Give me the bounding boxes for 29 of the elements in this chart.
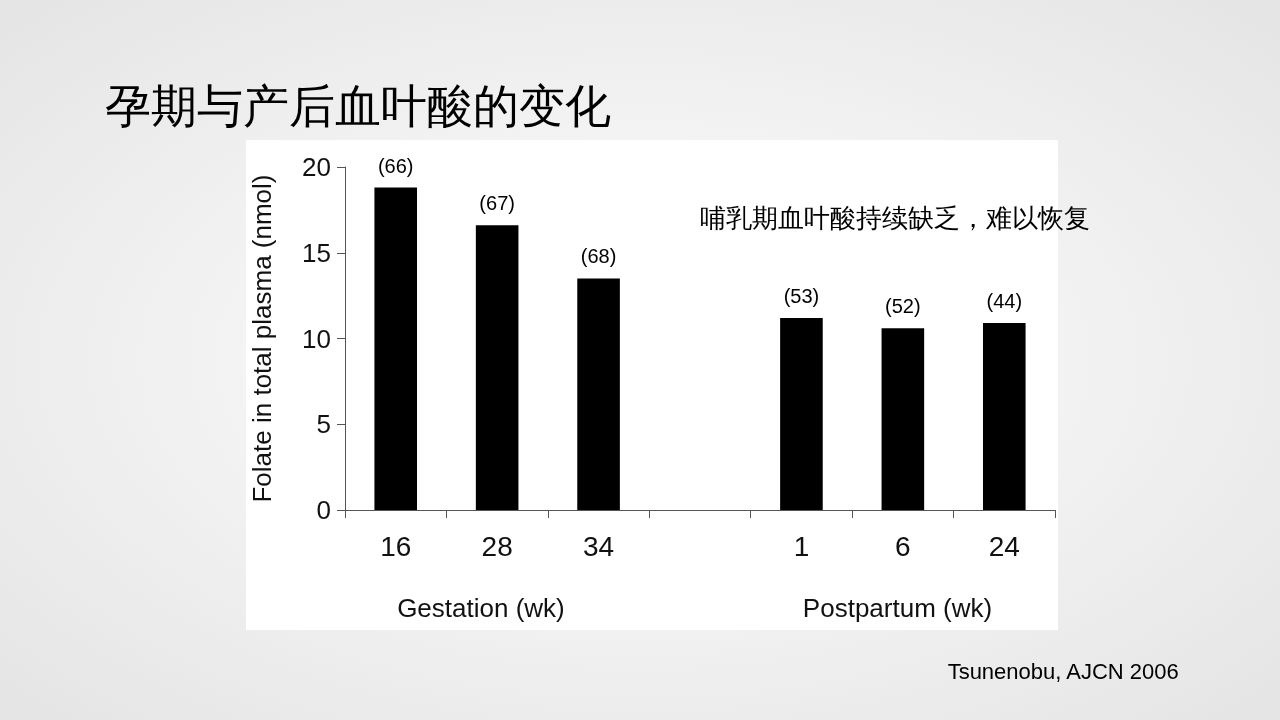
x-tick-label: 34 [582, 530, 615, 562]
chart-title: 孕期与产后血叶酸的变化 [105, 80, 611, 132]
y-axis-title: Folate in total plasma (nmol) [247, 174, 277, 503]
x-tick-label: 16 [380, 530, 412, 562]
bar [475, 225, 519, 510]
bar [982, 323, 1026, 510]
y-tick-label: 0 [316, 495, 331, 525]
annotation: (44) [986, 290, 1023, 313]
y-tick-label: 10 [302, 323, 331, 354]
text: Gestation (wk) [397, 593, 565, 623]
x-tick-label: 24 [988, 530, 1020, 562]
bar [881, 328, 925, 510]
y-tick-label: 5 [316, 409, 331, 440]
bar [374, 187, 418, 510]
x-tick-label: 28 [481, 530, 513, 562]
text: Tsunenobu, AJCN 2006 [947, 658, 1179, 684]
bar [577, 278, 620, 510]
annotation: (67) [479, 192, 515, 215]
y-tick-label: 20 [302, 152, 331, 182]
text: Postpartum (wk) [802, 593, 993, 623]
annotation: (52) [885, 295, 921, 318]
x-tick-label: 6 [895, 530, 911, 562]
annotation: (68) [580, 245, 617, 268]
annotation: (53) [783, 284, 820, 307]
y-tick-label: 15 [302, 237, 331, 268]
bar [780, 317, 823, 510]
annotation: 哺乳期血叶酸持续缺乏，难以恢复 [700, 203, 1090, 233]
x-tick-label: 1 [793, 530, 810, 562]
annotation: (66) [377, 154, 414, 177]
